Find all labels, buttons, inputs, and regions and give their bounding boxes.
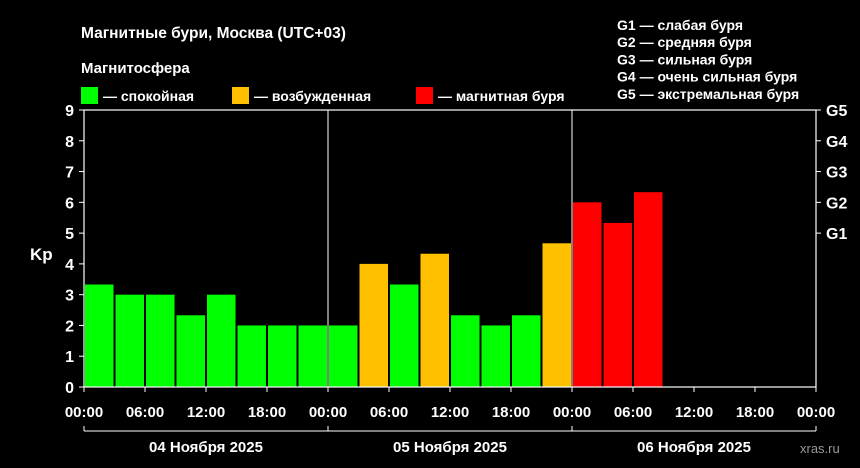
g-legend-item: G3 — сильная буря: [617, 51, 752, 67]
legend-swatch: [232, 87, 249, 104]
kp-bar: [268, 325, 297, 387]
y-tick-label: 2: [65, 318, 74, 335]
kp-bar: [85, 284, 114, 387]
kp-bar: [298, 325, 327, 387]
g-legend-item: G5 — экстремальная буря: [617, 86, 799, 102]
x-tick-label: 00:00: [65, 404, 103, 421]
kp-bar: [481, 325, 510, 387]
x-tick-label: 18:00: [492, 404, 530, 421]
x-tick-label: 12:00: [675, 404, 713, 421]
y-tick-label: 8: [65, 134, 74, 151]
magnetosphere-label: Магнитосфера: [81, 60, 190, 77]
x-tick-label: 06:00: [614, 404, 652, 421]
kp-bar: [451, 315, 480, 387]
legend-label: — возбужденная: [254, 88, 371, 104]
x-tick-label: 12:00: [431, 404, 469, 421]
kp-bar: [329, 325, 358, 387]
x-tick-label: 00:00: [309, 404, 347, 421]
kp-bar: [359, 263, 388, 387]
y-tick-label: 3: [65, 288, 74, 305]
x-tick-label: 12:00: [187, 404, 225, 421]
chart-title: Магнитные бури, Москва (UTC+03): [81, 25, 346, 42]
x-tick-label: 06:00: [370, 404, 408, 421]
kp-bar: [512, 315, 541, 387]
x-tick-label: 18:00: [248, 404, 286, 421]
kp-bar: [634, 192, 663, 387]
kp-bar: [420, 253, 449, 387]
g-legend-item: G2 — средняя буря: [617, 34, 752, 50]
x-tick-label: 18:00: [736, 404, 774, 421]
x-tick-label: 00:00: [797, 404, 835, 421]
y-tick-label: 4: [65, 257, 74, 274]
plot-area: 0 1 2 3 4 5 6 7 8 9 G1 G2 G3 G4 G5 Kp 00:00 06:00 12:00 18:…: [30, 103, 847, 456]
x-tick-label: 06:00: [126, 404, 164, 421]
day-label: 04 Ноября 2025: [149, 439, 263, 456]
kp-bar: [115, 294, 144, 387]
g-tick-label: G3: [826, 165, 847, 182]
day-label: 06 Ноября 2025: [637, 439, 751, 456]
y-tick-label: 9: [65, 103, 74, 120]
legend-label: — магнитная буря: [438, 88, 565, 104]
legend-swatch: [416, 87, 433, 104]
kp-bar: [542, 243, 571, 387]
g-legend-item: G1 — слабая буря: [617, 17, 743, 33]
y-tick-label: 6: [65, 195, 74, 212]
y-tick-label: 0: [65, 380, 74, 397]
y-axis-label: Kp: [30, 245, 53, 264]
g-tick-label: G5: [826, 103, 847, 120]
y-tick-label: 1: [65, 349, 74, 366]
kp-bar: [603, 222, 632, 387]
g-tick-label: G1: [826, 226, 847, 243]
day-label: 05 Ноября 2025: [393, 439, 507, 456]
y-tick-label: 5: [65, 226, 74, 243]
kp-bar: [207, 294, 236, 387]
legend-swatch: [81, 87, 98, 104]
kp-bar: [176, 315, 205, 387]
y-tick-label: 7: [65, 165, 74, 182]
g-tick-label: G2: [826, 195, 847, 212]
g-tick-label: G4: [826, 134, 847, 151]
legend-label: — спокойная: [103, 88, 194, 104]
kp-bar: [573, 202, 602, 387]
watermark: xras.ru: [800, 441, 840, 456]
magnetosphere-legend: — спокойная — возбужденная — магнитная бур…: [81, 87, 565, 104]
kp-bar: [237, 325, 266, 387]
kp-bar: [390, 284, 419, 387]
x-tick-label: 00:00: [553, 404, 591, 421]
kp-bar: [146, 294, 175, 387]
g-legend-item: G4 — очень сильная буря: [617, 69, 797, 85]
